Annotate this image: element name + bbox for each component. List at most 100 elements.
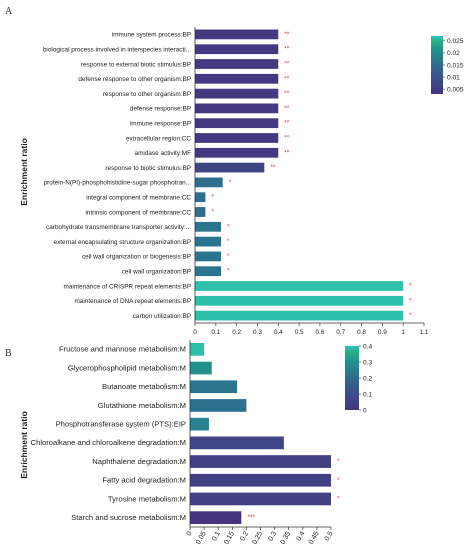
- category-label: Fatty acid degradation:M: [102, 476, 186, 485]
- bar: [195, 236, 222, 247]
- bar: [195, 221, 222, 232]
- significance-marker: *: [227, 253, 230, 260]
- x-tick-label: 0.5: [295, 329, 304, 336]
- category-label: defense response:BP: [130, 106, 191, 113]
- colorbar-tick-label: 0.4: [363, 343, 372, 350]
- category-label: extracellular region:CC: [126, 135, 191, 142]
- category-label: response to external biotic stimulus:BP: [81, 61, 191, 68]
- colorbar-tick-label: 0.015: [447, 62, 464, 69]
- x-tick-label: 0.9: [378, 329, 387, 336]
- significance-marker: *: [409, 312, 412, 319]
- bar: [195, 73, 279, 84]
- significance-marker: **: [284, 135, 290, 142]
- x-tick-label: 0.15: [223, 530, 236, 545]
- panel-b-colorbar-ticks: 0.4 0.3 0.2 0.1 0: [359, 343, 372, 414]
- bar: [195, 251, 222, 262]
- bar: [195, 133, 279, 143]
- significance-marker: **: [284, 61, 290, 68]
- colorbar-tick-label: 0.3: [363, 359, 372, 366]
- panel-b-label: B: [5, 348, 12, 359]
- category-label: integral component of membrane:CC: [86, 195, 191, 202]
- bar: [190, 511, 242, 525]
- category-label: Naphthalene degradation:M: [92, 457, 186, 466]
- panel-a-ylabel: Enrichment ratio: [19, 138, 29, 206]
- panel-b-ylabel: Enrichment ratio: [19, 411, 29, 479]
- bar: [195, 44, 279, 55]
- bar: [195, 29, 279, 40]
- significance-marker: *: [211, 209, 214, 216]
- significance-marker: **: [284, 90, 290, 97]
- panel-b-colorbar: [345, 346, 359, 410]
- x-tick-label: 0.05: [195, 530, 208, 545]
- bar: [195, 103, 279, 114]
- category-label: response to biotic stimulus:BP: [105, 165, 191, 172]
- category-label: response to other organism:BP: [103, 91, 191, 98]
- x-tick-label: 0.25: [251, 530, 264, 545]
- category-label: amidase activity:MF: [135, 150, 192, 157]
- x-tick-label: 0.2: [232, 329, 241, 336]
- x-tick-label: 0.7: [336, 329, 345, 336]
- significance-marker: *: [409, 283, 412, 290]
- bar: [195, 162, 265, 173]
- panel-a-plot: immune system process:BP **biological pro…: [43, 27, 429, 336]
- category-label: maintenance of DNA repeat elements:BP: [74, 298, 191, 305]
- x-tick-label: 0.6: [315, 329, 324, 336]
- x-tick-label: 0.3: [253, 329, 262, 336]
- bar: [195, 192, 206, 203]
- category-label: biological process involved in interspec…: [43, 47, 191, 54]
- category-label: Glutathione metabolism:M: [98, 401, 186, 410]
- category-label: carbon utilization:BP: [133, 313, 191, 320]
- bar: [190, 492, 331, 506]
- bar: [195, 266, 222, 277]
- significance-marker: *: [409, 297, 412, 304]
- category-label: cell wall organization or biogenesis:BP: [82, 254, 191, 261]
- category-label: Starch and sucrose metabolism:M: [71, 513, 186, 522]
- x-tick-label: 0.1: [211, 530, 222, 542]
- category-label: external encapsulating structure organiz…: [54, 239, 191, 246]
- significance-marker: **: [284, 46, 290, 53]
- colorbar-tick-label: 0.005: [447, 86, 464, 93]
- x-tick-label: 0.35: [280, 530, 293, 545]
- x-tick-label: 0.4: [274, 329, 283, 336]
- x-tick-label: 0: [186, 530, 194, 537]
- bar: [190, 455, 331, 468]
- bar: [190, 399, 247, 412]
- panel-a-label: A: [5, 6, 13, 17]
- x-tick-label: 0.45: [308, 530, 321, 545]
- x-tick-label: 0.5: [324, 530, 335, 542]
- category-label: immune system process:BP: [112, 32, 191, 39]
- bar: [195, 281, 404, 291]
- significance-marker: *: [211, 194, 214, 201]
- x-tick-label: 0.8: [357, 329, 366, 336]
- category-label: Glycerophospholipid metabolism:M: [68, 363, 186, 372]
- colorbar-tick-label: 0.01: [447, 74, 460, 81]
- category-label: carbohydrate transmembrane transporter a…: [46, 224, 191, 231]
- category-label: cell wall organization:BP: [122, 269, 191, 276]
- bar: [195, 207, 206, 217]
- x-tick-label: 1.1: [420, 329, 429, 336]
- significance-marker: *: [227, 238, 230, 245]
- category-label: immune response:BP: [130, 121, 191, 128]
- bar: [195, 310, 404, 321]
- category-label: defense response to other organism:BP: [78, 76, 191, 83]
- x-tick-label: 0.3: [267, 530, 278, 542]
- x-tick-label: 1: [401, 329, 405, 336]
- x-tick-label: 0.2: [239, 530, 250, 542]
- x-tick-label: 0: [193, 329, 197, 336]
- significance-marker: *: [337, 477, 340, 484]
- colorbar-tick-label: 0.1: [363, 391, 372, 398]
- colorbar-tick-label: 0.025: [447, 38, 464, 45]
- significance-marker: **: [284, 105, 290, 112]
- panel-a-colorbar-ticks: 0.025 0.02 0.015 0.01 0.005: [443, 38, 464, 93]
- significance-marker: ***: [247, 514, 255, 521]
- significance-marker: **: [284, 120, 290, 127]
- bar: [190, 361, 212, 375]
- x-tick-label: 0.1: [211, 329, 220, 336]
- colorbar-tick-label: 0: [363, 407, 367, 414]
- colorbar-tick-label: 0.2: [363, 375, 372, 382]
- category-label: maintenance of CRISPR repeat elements:BP: [63, 283, 191, 290]
- significance-marker: **: [270, 164, 276, 171]
- bar: [195, 295, 404, 306]
- bar: [190, 436, 284, 450]
